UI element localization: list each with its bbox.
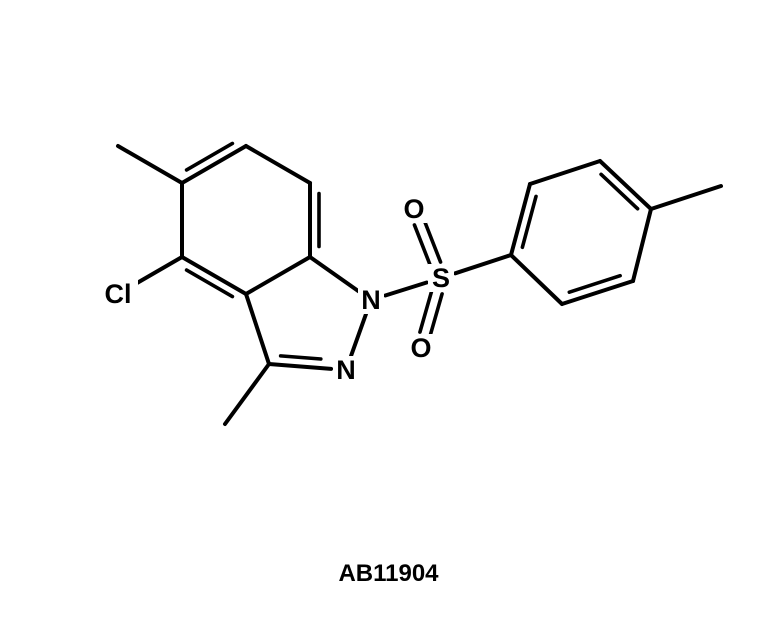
atom-label-n7: N — [336, 355, 356, 385]
atom-label-cl: Cl — [105, 279, 132, 309]
molecule-diagram: N N Cl S O O — [0, 0, 777, 631]
atom-label-n8: N — [361, 285, 381, 315]
figure-stage: N N Cl S O O AB11904 — [0, 0, 777, 631]
atom-label-o1: O — [410, 333, 431, 363]
atom-label-o2: O — [403, 194, 424, 224]
figure-caption: AB11904 — [0, 560, 777, 588]
atom-label-s: S — [432, 263, 450, 293]
